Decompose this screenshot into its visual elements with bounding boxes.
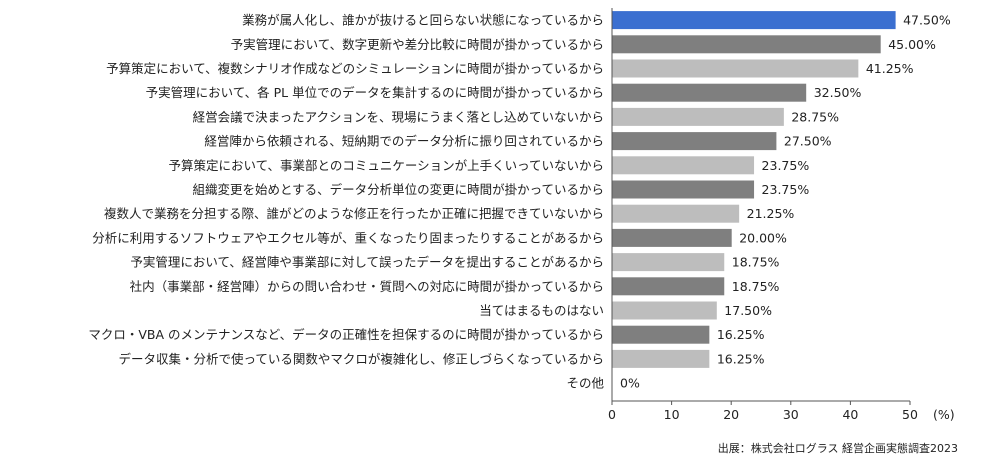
bar <box>612 11 896 30</box>
category-label: 予実管理において、経営陣や事業部に対して誤ったデータを提出することがあるから <box>130 255 604 270</box>
x-tick-label: 40 <box>842 407 858 422</box>
bar <box>612 325 710 344</box>
value-label: 45.00% <box>888 37 936 52</box>
value-label: 18.75% <box>732 255 780 270</box>
bar <box>612 35 881 54</box>
value-label: 47.50% <box>903 13 951 28</box>
x-axis-unit-label: (%) <box>933 407 955 422</box>
bar <box>612 156 755 175</box>
value-label: 0% <box>620 376 640 391</box>
category-label: 組織変更を始めとする、データ分析単位の変更に時間が掛かっているから <box>192 182 604 197</box>
value-label: 16.25% <box>717 351 765 366</box>
value-label: 32.50% <box>814 85 862 100</box>
bar <box>612 228 732 247</box>
category-label: マクロ・VBA のメンテナンスなど、データの正確性を担保するのに時間が掛かってい… <box>88 327 604 342</box>
category-label: 当てはまるものはない <box>479 303 604 318</box>
category-label: 社内（事業部・経営陣）からの問い合わせ・質問への対応に時間が掛かっているから <box>130 279 604 294</box>
bar <box>612 132 777 151</box>
value-label: 18.75% <box>732 279 780 294</box>
category-label: 予算策定において、複数シナリオ作成などのシミュレーションに時間が掛かっているから <box>106 61 604 76</box>
bar <box>612 204 740 223</box>
category-label: その他 <box>566 376 604 391</box>
category-label: 業務が属人化し、誰かが抜けると回らない状態になっているから <box>242 13 604 28</box>
bar <box>612 349 710 368</box>
bar <box>612 107 784 126</box>
value-label: 16.25% <box>717 327 765 342</box>
bar <box>612 59 859 78</box>
x-tick-label: 0 <box>608 407 616 422</box>
category-label: 予算策定において、事業部とのコミュニケーションが上手くいっていないから <box>168 158 604 173</box>
value-label: 23.75% <box>762 158 810 173</box>
category-label: 予実管理において、数字更新や差分比較に時間が掛かっているから <box>231 37 604 52</box>
value-label: 21.25% <box>747 206 795 221</box>
bar <box>612 301 717 320</box>
source-note: 出展：株式会社ログラス 経営企画実態調査2023 <box>718 441 958 455</box>
x-tick-label: 20 <box>723 407 739 422</box>
value-label: 20.00% <box>739 230 787 245</box>
category-label: 経営陣から依頼される、短納期でのデータ分析に振り回されているから <box>204 134 604 149</box>
value-label: 41.25% <box>866 61 914 76</box>
value-label: 23.75% <box>762 182 810 197</box>
value-label: 17.50% <box>724 303 772 318</box>
bar <box>612 253 725 272</box>
x-tick-label: 10 <box>664 407 680 422</box>
bar <box>612 277 725 296</box>
bar <box>612 83 807 102</box>
x-tick-label: 50 <box>902 407 918 422</box>
category-label: 予実管理において、各 PL 単位でのデータを集計するのに時間が掛かっているから <box>146 85 604 100</box>
value-label: 28.75% <box>791 109 839 124</box>
bar <box>612 180 755 199</box>
category-label: データ収集・分析で使っている関数やマクロが複雑化し、修正しづらくなっているから <box>118 351 604 366</box>
category-label: 分析に利用するソフトウェアやエクセル等が、重くなったり固まったりすることがあるか… <box>92 230 604 245</box>
x-tick-label: 30 <box>783 407 799 422</box>
category-label: 複数人で業務を分担する際、誰がどのような修正を行ったか正確に把握できていないから <box>104 206 604 221</box>
value-label: 27.50% <box>784 134 832 149</box>
category-label: 経営会議で決まったアクションを、現場にうまく落とし込めていないから <box>193 109 604 124</box>
